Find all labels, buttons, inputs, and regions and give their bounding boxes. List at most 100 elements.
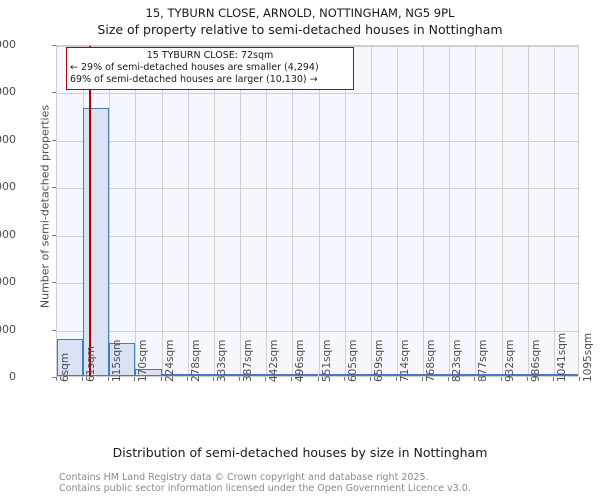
gridline-vertical [475, 46, 477, 376]
histogram-bar [240, 374, 267, 376]
y-tick-mark [52, 92, 56, 94]
y-tick-mark [52, 377, 56, 378]
footer-line-1: Contains HM Land Registry data © Crown c… [59, 472, 429, 483]
plot-area [56, 45, 579, 377]
chart-subtitle: Size of property relative to semi-detach… [97, 22, 503, 37]
gridline-horizontal [57, 235, 578, 237]
x-tick-label: 932sqm [503, 339, 516, 382]
histogram-bar [213, 374, 241, 376]
histogram-bar [527, 374, 554, 376]
histogram-bar [57, 339, 84, 376]
x-tick-label: 115sqm [111, 339, 124, 382]
histogram-bar [423, 374, 450, 376]
x-tick-label: 278sqm [189, 339, 202, 382]
x-tick-label: 605sqm [346, 339, 359, 382]
x-tick-label: 496sqm [294, 339, 307, 382]
gridline-vertical [318, 46, 320, 376]
x-tick-label: 986sqm [529, 339, 542, 382]
histogram-bar [449, 374, 476, 376]
histogram-bar [396, 374, 424, 376]
x-tick-mark [134, 377, 136, 381]
histogram-bar [475, 374, 502, 376]
gridline-horizontal [57, 188, 578, 190]
y-tick-label: 10000 [0, 132, 16, 146]
histogram-bar [344, 374, 371, 376]
gridline-vertical [396, 46, 398, 376]
gridline-horizontal [57, 46, 578, 47]
y-tick-label: 12000 [0, 85, 16, 99]
annotation-larger-line: 69% of semi-detached houses are larger (… [70, 74, 318, 85]
histogram-bar [553, 374, 578, 376]
x-tick-label: 61sqm [85, 346, 98, 382]
x-tick-label: 1041sqm [555, 332, 568, 382]
gridline-vertical [292, 46, 294, 376]
gridline-vertical [423, 46, 425, 376]
x-tick-label: 659sqm [372, 339, 385, 382]
x-tick-mark [160, 377, 162, 381]
property-marker-line [88, 46, 91, 376]
x-tick-mark [552, 377, 554, 381]
gridline-vertical [109, 46, 111, 376]
x-tick-mark [448, 377, 450, 381]
x-tick-label: 551sqm [320, 339, 333, 382]
y-tick-mark [52, 329, 56, 331]
x-tick-label: 1095sqm [582, 332, 594, 382]
annotation-smaller-line: ← 29% of semi-detached houses are smalle… [70, 62, 319, 73]
x-tick-mark [291, 377, 293, 381]
y-tick-label: 4000 [0, 275, 16, 289]
gridline-vertical [449, 46, 451, 376]
y-tick-label: 8000 [0, 180, 16, 194]
gridline-horizontal [57, 283, 578, 285]
page-title: 15, TYBURN CLOSE, ARNOLD, NOTTINGHAM, NG… [145, 6, 455, 20]
annotation-box: 15 TYBURN CLOSE: 72sqm ← 29% of semi-det… [66, 47, 354, 90]
gridline-horizontal [57, 140, 578, 142]
gridline-vertical [266, 46, 268, 376]
histogram-bar [83, 108, 110, 376]
gridline-vertical [135, 46, 137, 376]
y-tick-label: 2000 [0, 322, 16, 336]
histogram-bar [135, 369, 162, 376]
histogram-bar [501, 374, 528, 376]
gridline-horizontal [57, 93, 578, 95]
x-tick-mark [500, 377, 502, 381]
x-tick-label: 877sqm [477, 339, 490, 382]
x-tick-mark [239, 377, 241, 381]
y-axis-label: Number of semi-detached properties [38, 104, 52, 309]
gridline-vertical [501, 46, 503, 376]
x-tick-mark [474, 377, 476, 381]
y-tick-mark [52, 187, 56, 189]
histogram-bar [187, 374, 214, 376]
annotation-heading: 15 TYBURN CLOSE: 72sqm [146, 50, 274, 61]
gridline-vertical [370, 46, 372, 376]
histogram-bar [109, 342, 136, 376]
title-block: 15, TYBURN CLOSE, ARNOLD, NOTTINGHAM, NG… [0, 5, 600, 39]
y-tick-mark [52, 234, 56, 236]
x-tick-mark [265, 377, 267, 381]
x-tick-mark [186, 377, 188, 381]
gridline-vertical [240, 46, 242, 376]
y-tick-mark [52, 45, 56, 46]
x-tick-mark [56, 377, 57, 381]
gridline-vertical [344, 46, 346, 376]
x-tick-label: 6sqm [59, 352, 71, 382]
footer-line-2: Contains public sector information licen… [59, 483, 471, 494]
x-tick-mark [395, 377, 397, 381]
histogram-bar [266, 374, 293, 376]
y-tick-mark [52, 282, 56, 284]
x-tick-label: 170sqm [137, 339, 150, 382]
x-tick-mark [422, 377, 424, 381]
x-tick-mark [108, 377, 110, 381]
y-tick-label: 14000 [0, 38, 16, 51]
gridline-vertical [553, 46, 555, 376]
x-tick-label: 387sqm [242, 339, 255, 382]
x-tick-label: 714sqm [398, 339, 411, 382]
histogram-bar [370, 374, 397, 376]
histogram-bar [318, 374, 345, 376]
x-tick-mark [579, 377, 580, 381]
x-tick-label: 333sqm [215, 339, 228, 382]
gridline-horizontal [57, 330, 578, 332]
histogram-bar [161, 374, 188, 376]
x-tick-mark [317, 377, 319, 381]
gridline-vertical [161, 46, 163, 376]
histogram-bar [292, 374, 319, 376]
